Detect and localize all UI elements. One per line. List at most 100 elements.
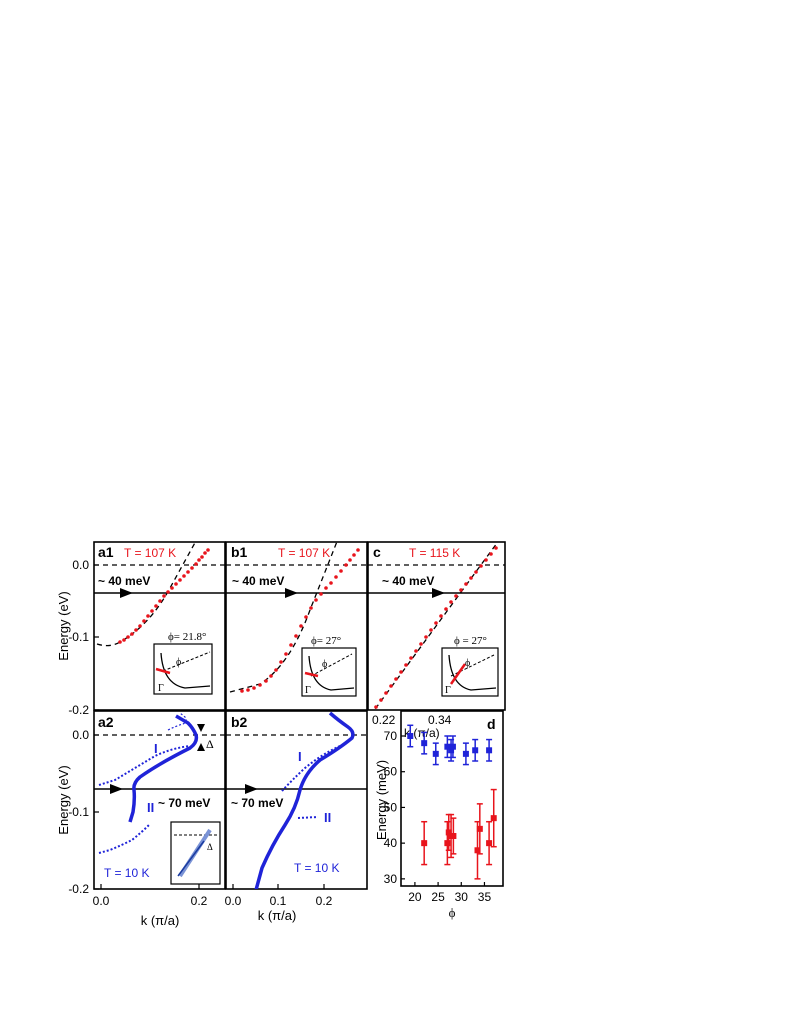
point	[459, 588, 463, 592]
xtick-b2-0: 0.0	[225, 894, 242, 908]
ytick-bottom-2: -0.2	[68, 882, 89, 896]
panel-letter-b2: b2	[231, 714, 248, 730]
point	[138, 624, 142, 628]
point	[150, 609, 154, 613]
point	[479, 564, 483, 568]
panel-frames	[93, 541, 506, 890]
kink-arrow-a2	[110, 784, 123, 794]
k-tick-c-1: 0.34	[428, 713, 452, 727]
axes-left-top: 0.0 -0.1 -0.2 Energy (eV)	[56, 558, 99, 717]
branch-i-a2	[98, 745, 191, 786]
gamma-a1: Γ	[158, 683, 164, 694]
inset-a1: ϕ Γ	[153, 643, 213, 695]
point	[334, 575, 338, 579]
point	[474, 570, 478, 574]
point	[339, 569, 343, 573]
point	[170, 586, 174, 590]
point	[494, 546, 498, 550]
xtick-a2-0: 0.0	[93, 894, 110, 908]
temp-label-c: T = 115 K	[409, 546, 460, 560]
red-point	[444, 840, 451, 847]
phi-label-b1: ϕ= 27°	[311, 635, 341, 647]
xtick-label-d: 35	[478, 890, 492, 904]
point	[274, 668, 278, 672]
point	[404, 663, 408, 667]
ytick-label-d: 50	[384, 800, 398, 814]
data-series-a1	[118, 548, 210, 644]
kink-arrow-b2	[245, 784, 258, 794]
point	[186, 570, 190, 574]
k-tick-c-0: 0.22	[372, 713, 396, 727]
point	[394, 677, 398, 681]
red-point	[486, 840, 493, 847]
point	[439, 614, 443, 618]
inset-c: ϕ Γ	[441, 647, 499, 697]
point	[279, 660, 283, 664]
panel-letter-a2: a2	[98, 714, 114, 730]
blue-point	[486, 747, 493, 754]
ylabel-top: Energy (eV)	[56, 591, 71, 660]
point	[264, 679, 268, 683]
axes-bottom-b2: 0.0 0.1 0.2 k (π/a)	[225, 884, 333, 923]
point	[344, 563, 348, 567]
blue-point	[432, 750, 439, 757]
kink-arrow-c	[432, 588, 445, 598]
mev40-c: ~ 40 meV	[382, 574, 434, 588]
panel-letter-c: c	[373, 544, 381, 560]
label-ii-a2: II	[147, 800, 154, 815]
mdc-dispersion-a2	[128, 714, 199, 823]
label-ii-b2: II	[324, 810, 331, 825]
frame-b2	[225, 710, 368, 890]
xtick-b2-1: 0.1	[270, 894, 287, 908]
point	[122, 638, 126, 642]
point	[289, 643, 293, 647]
point	[319, 592, 323, 596]
xlabel-d: ϕ	[449, 905, 456, 920]
temp-label-b2: T = 10 K	[294, 861, 339, 875]
point	[389, 684, 393, 688]
branch-ii-b2	[297, 816, 319, 819]
label-i-b2: I	[298, 749, 302, 764]
open-symbols-a2	[167, 712, 187, 731]
point	[434, 621, 438, 625]
xtick-label-d: 30	[455, 890, 469, 904]
panel-a2: a2 ~ 70 meV I II Δ Δ T = 10 K	[94, 712, 225, 885]
inset-a2: Δ	[170, 821, 221, 885]
point	[424, 635, 428, 639]
point	[190, 566, 194, 570]
svg-text:Δ: Δ	[207, 842, 213, 852]
bare-band-a1	[96, 542, 197, 647]
mev40-a1: ~ 40 meV	[98, 574, 150, 588]
branch-ii-a2	[98, 823, 151, 854]
xtick-label-d: 20	[408, 890, 422, 904]
point	[314, 598, 318, 602]
red-point	[421, 840, 428, 847]
phi-symbol-a1: ϕ	[176, 657, 181, 668]
point	[182, 574, 186, 578]
data-series-c	[374, 546, 498, 709]
xlabel-b2: k (π/a)	[258, 908, 297, 923]
point	[299, 624, 303, 628]
point	[294, 634, 298, 638]
gamma-c: Γ	[445, 685, 451, 696]
gap-arrow-bottom-a2	[197, 743, 205, 751]
mev70-a2: ~ 70 meV	[158, 796, 210, 810]
point	[484, 558, 488, 562]
point	[352, 553, 356, 557]
point	[194, 562, 198, 566]
point	[142, 619, 146, 623]
ytick-top-1: -0.1	[68, 630, 89, 644]
phi-label-c: ϕ = 27°	[454, 635, 487, 647]
temp-label-a2: T = 10 K	[104, 866, 149, 880]
point	[449, 600, 453, 604]
panel-letter-b1: b1	[231, 544, 248, 560]
red-point	[490, 815, 497, 822]
xtick-a2-1: 0.2	[191, 894, 208, 908]
panel-letter-a1: a1	[98, 544, 114, 560]
point	[384, 691, 388, 695]
delta-a2: Δ	[206, 737, 214, 751]
point	[374, 705, 378, 709]
gamma-b1: Γ	[305, 685, 311, 696]
panel-d-ticks: 20 25 30 35 30 40 50 60 70	[384, 729, 492, 904]
